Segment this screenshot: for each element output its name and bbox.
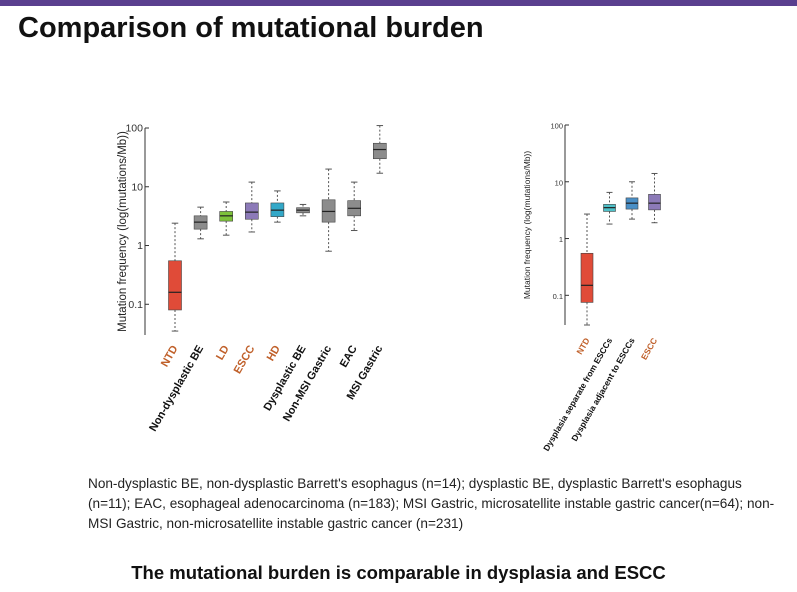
y-tick-label: 1 (559, 235, 563, 244)
box-plot-ntd (168, 222, 182, 332)
figure-caption: Non-dysplastic BE, non-dysplastic Barret… (88, 476, 775, 531)
category-label: NTD (574, 336, 591, 356)
box-plot-non-dysplastic-be (193, 206, 208, 240)
box-plot-dysplasia-adjacent-to-esccs (625, 181, 639, 220)
category-label: ESCC (639, 336, 659, 361)
box-plot-hd (270, 190, 285, 223)
box-plot-non-msi-gastric (321, 168, 336, 252)
y-tick-label: 10 (555, 178, 563, 187)
box-plot-msi-gastric (372, 125, 387, 174)
y-tick-label: 10 (131, 181, 143, 193)
box-iqr (372, 142, 387, 160)
box-iqr (648, 194, 661, 211)
box-plot-eac (347, 181, 362, 232)
box-plot-escc (245, 181, 259, 233)
y-axis-title: Mutation frequency (log(mutations/Mb)) (522, 151, 532, 300)
box-iqr (245, 202, 259, 220)
top-accent-bar (0, 0, 797, 6)
box-plot-dysplastic-be (296, 203, 310, 217)
box-iqr (168, 260, 182, 311)
y-tick-label: 1 (137, 240, 143, 252)
y-tick-label: 100 (550, 122, 563, 131)
box-plot-escc (648, 172, 661, 224)
box-plot-dysplasia-separate-from-esccs (603, 191, 616, 225)
slide-title: Comparison of mutational burden (18, 12, 484, 44)
y-tick-label: 0.1 (128, 299, 143, 311)
y-tick-label: 100 (125, 123, 143, 135)
y-tick-label: 0.1 (553, 292, 563, 301)
y-axis-title: Mutation frequency (log(mutations/Mb)) (117, 131, 129, 332)
box-plot-ntd (580, 213, 594, 326)
box-plot-ld (219, 201, 233, 236)
slide-conclusion: The mutational burden is comparable in d… (131, 562, 666, 583)
box-iqr (580, 252, 594, 303)
